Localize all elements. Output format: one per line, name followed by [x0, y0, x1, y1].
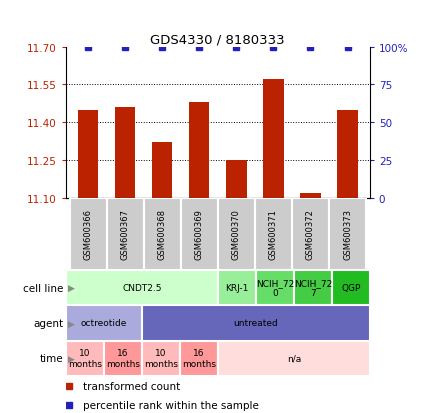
Bar	[152, 143, 173, 198]
Text: NCIH_72
0: NCIH_72 0	[256, 278, 294, 298]
Text: 10
months: 10 months	[144, 349, 178, 368]
Bar	[104, 341, 142, 376]
Text: CNDT2.5: CNDT2.5	[122, 284, 162, 292]
Bar	[226, 161, 246, 198]
Text: NCIH_72
7: NCIH_72 7	[294, 278, 332, 298]
Bar	[189, 103, 210, 198]
Text: octreotide: octreotide	[81, 319, 127, 328]
Text: ▶: ▶	[68, 319, 75, 328]
Text: 16
months: 16 months	[106, 349, 140, 368]
Bar	[300, 193, 320, 198]
Text: n/a: n/a	[286, 354, 301, 363]
Text: ▶: ▶	[68, 354, 75, 363]
Text: GSM600373: GSM600373	[343, 209, 352, 260]
Text: time: time	[40, 353, 64, 363]
Bar	[142, 306, 370, 341]
Title: GDS4330 / 8180333: GDS4330 / 8180333	[150, 33, 285, 46]
Text: QGP: QGP	[341, 284, 360, 292]
Bar	[255, 198, 292, 271]
Bar	[292, 198, 329, 271]
Text: GSM600367: GSM600367	[121, 209, 130, 260]
Text: percentile rank within the sample: percentile rank within the sample	[82, 400, 258, 410]
Bar	[218, 341, 370, 376]
Text: untreated: untreated	[233, 319, 278, 328]
Text: transformed count: transformed count	[82, 381, 180, 391]
Bar	[256, 271, 294, 306]
Text: GSM600370: GSM600370	[232, 209, 241, 260]
Bar	[66, 306, 142, 341]
Bar	[66, 341, 104, 376]
Bar	[332, 271, 370, 306]
Bar	[294, 271, 332, 306]
Bar	[115, 108, 135, 198]
Bar	[329, 198, 366, 271]
Bar	[78, 110, 98, 198]
Text: KRJ-1: KRJ-1	[225, 284, 249, 292]
Bar	[142, 341, 180, 376]
Text: 16
months: 16 months	[182, 349, 216, 368]
Bar	[107, 198, 144, 271]
Text: agent: agent	[34, 318, 64, 328]
Text: GSM600368: GSM600368	[158, 209, 167, 260]
Text: 10
months: 10 months	[68, 349, 102, 368]
Bar	[70, 198, 107, 271]
Bar	[337, 110, 358, 198]
Text: GSM600366: GSM600366	[84, 209, 93, 260]
Text: GSM600372: GSM600372	[306, 209, 315, 260]
Text: GSM600371: GSM600371	[269, 209, 278, 260]
Bar	[181, 198, 218, 271]
Bar	[218, 271, 256, 306]
Bar	[180, 341, 218, 376]
Text: cell line: cell line	[23, 283, 64, 293]
Text: ▶: ▶	[68, 284, 75, 292]
Bar	[218, 198, 255, 271]
Bar	[263, 80, 283, 198]
Text: GSM600369: GSM600369	[195, 209, 204, 260]
Bar	[144, 198, 181, 271]
Bar	[66, 271, 218, 306]
